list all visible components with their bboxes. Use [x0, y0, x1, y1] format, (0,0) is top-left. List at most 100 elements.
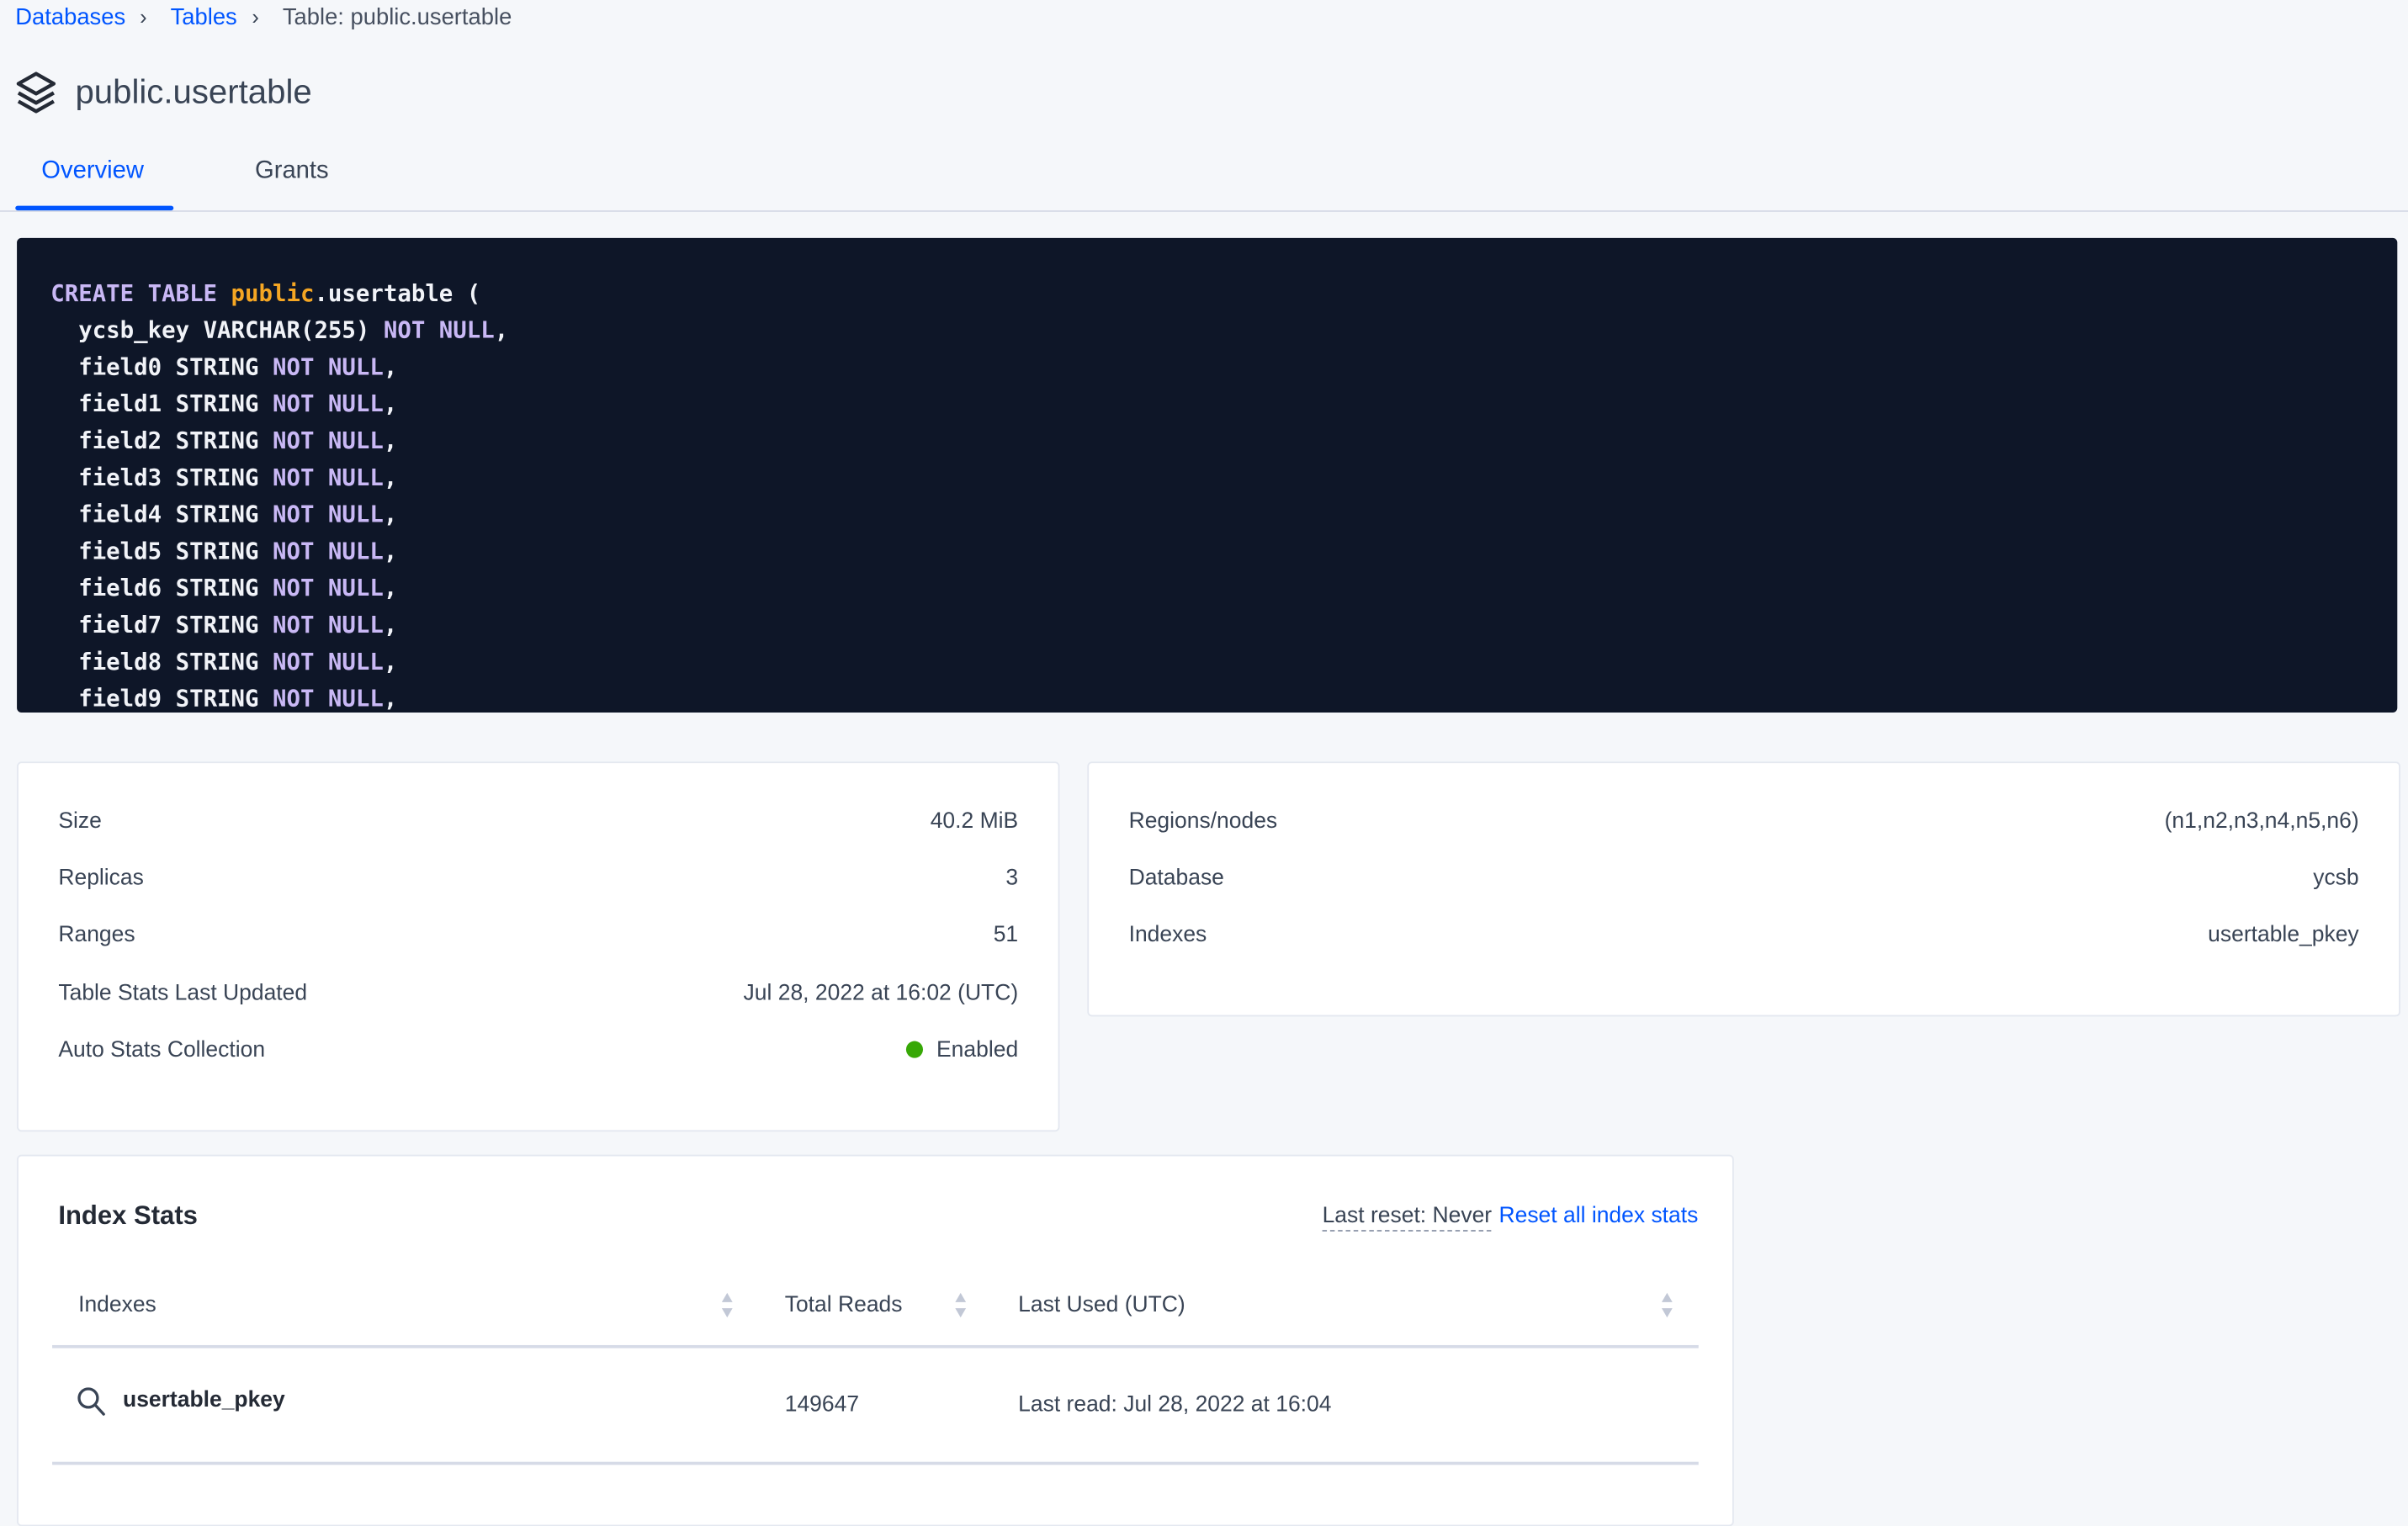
status-dot-icon	[905, 1041, 923, 1058]
summary-label: Replicas	[58, 866, 144, 891]
breadcrumb-databases[interactable]: Databases	[15, 4, 126, 31]
value-text: ycsb	[2313, 866, 2359, 891]
table-details-card: Regions/nodes (n1,n2,n3,n4,n5,n6) Database…	[1087, 761, 2400, 1017]
reset-all-index-stats-link[interactable]: Reset all index stats	[1498, 1204, 1699, 1229]
tab-overview[interactable]: Overview	[41, 158, 145, 185]
value-text: usertable_pkey	[2208, 923, 2359, 948]
sql-column-line: field0 STRING NOT NULL,	[78, 352, 398, 381]
summary-value: 51	[994, 923, 1018, 947]
breadcrumb-tables[interactable]: Tables	[170, 4, 237, 31]
column-type: STRING	[175, 611, 259, 639]
value-text: (n1,n2,n3,n4,n5,n6)	[2164, 808, 2359, 835]
tab-active-indicator	[15, 205, 174, 211]
column-type: STRING	[175, 648, 259, 676]
sql-table-name: .usertable (	[314, 279, 481, 308]
summary-label: Ranges	[58, 923, 135, 948]
summary-value: usertable_pkey	[2208, 923, 2359, 947]
sql-column-line: field2 STRING NOT NULL,	[78, 427, 398, 455]
column-constraint: NOT NULL	[272, 352, 384, 381]
column-type: STRING	[175, 574, 259, 602]
summary-label: Auto Stats Collection	[58, 1037, 266, 1063]
stack-layers-icon	[16, 72, 56, 114]
column-type: STRING	[175, 389, 259, 418]
column-constraint: NOT NULL	[272, 685, 384, 713]
value-text: Jul 28, 2022 at 16:02 (UTC)	[743, 981, 1019, 1006]
value-text: 40.2 MiB	[930, 808, 1019, 835]
column-name: field6	[78, 574, 162, 602]
search-icon	[77, 1387, 105, 1416]
sql-column-line: field9 STRING NOT NULL,	[78, 685, 398, 713]
sql-keyword: CREATE TABLE	[50, 279, 218, 308]
column-type: STRING	[175, 501, 259, 528]
sql-column-line: field3 STRING NOT NULL,	[78, 464, 398, 492]
column-type: VARCHAR(255)	[203, 316, 370, 344]
create-statement: CREATE TABLE public.usertable ( ycsb_key…	[50, 275, 508, 713]
column-constraint: NOT NULL	[272, 611, 384, 639]
column-constraint: NOT NULL	[272, 537, 384, 565]
column-name: field0	[78, 352, 162, 381]
column-header-total-reads[interactable]: Total Reads	[784, 1292, 903, 1318]
column-name: field5	[78, 537, 162, 565]
header-divider	[52, 1344, 1699, 1348]
value-text: 51	[993, 923, 1019, 948]
summary-value: Enabled	[905, 1037, 1019, 1063]
column-name: field1	[78, 389, 162, 418]
summary-value: 3	[1005, 866, 1018, 890]
column-constraint: NOT NULL	[272, 389, 384, 418]
summary-label: Database	[1128, 866, 1224, 891]
sort-icon[interactable]	[720, 1291, 734, 1319]
column-type: STRING	[175, 464, 259, 492]
tab-divider	[0, 210, 2408, 212]
sql-column-line: ycsb_key VARCHAR(255) NOT NULL,	[78, 316, 509, 344]
chevron-right-icon: ›	[140, 4, 147, 29]
summary-value: Jul 28, 2022 at 16:02 (UTC)	[744, 981, 1019, 1005]
sql-schema: public	[231, 279, 315, 308]
column-header-indexes[interactable]: Indexes	[78, 1292, 156, 1318]
index-stats-card: Index Stats Last reset: Never Reset all …	[17, 1154, 1734, 1526]
index-name-link[interactable]: usertable_pkey	[123, 1388, 285, 1413]
create-statement-code-block: CREATE TABLE public.usertable ( ycsb_key…	[17, 237, 2398, 713]
sql-column-line: field4 STRING NOT NULL,	[78, 501, 398, 528]
column-constraint: NOT NULL	[272, 648, 384, 676]
column-type: STRING	[175, 537, 259, 565]
summary-value: (n1,n2,n3,n4,n5,n6)	[2165, 809, 2359, 834]
value-text: Enabled	[936, 1037, 1019, 1063]
last-reset-label: Last reset: Never	[1322, 1204, 1493, 1232]
tab-grants[interactable]: Grants	[254, 158, 329, 185]
sql-column-line: field8 STRING NOT NULL,	[78, 648, 398, 676]
last-used-value: Last read: Jul 28, 2022 at 16:04	[1018, 1392, 1332, 1417]
sql-column-line: field1 STRING NOT NULL,	[78, 389, 398, 418]
column-name: field8	[78, 648, 162, 676]
column-type: STRING	[175, 352, 259, 381]
summary-value: 40.2 MiB	[931, 809, 1018, 834]
table-summary-card: Size 40.2 MiB Replicas 3 Ranges 51 Table Stats…	[17, 761, 1060, 1132]
summary-label: Indexes	[1128, 923, 1207, 948]
total-reads-value: 149647	[784, 1392, 860, 1417]
column-name: field4	[78, 501, 162, 528]
breadcrumb-current: Table: public.usertable	[282, 4, 512, 31]
sort-icon[interactable]	[954, 1291, 968, 1319]
column-constraint: NOT NULL	[383, 316, 495, 344]
summary-label: Size	[58, 808, 102, 835]
column-constraint: NOT NULL	[272, 427, 384, 455]
chevron-right-icon: ›	[252, 4, 259, 29]
page-title: public.usertable	[75, 72, 312, 111]
column-name: field3	[78, 464, 162, 492]
sql-column-line: field6 STRING NOT NULL,	[78, 574, 398, 602]
sql-column-line: field5 STRING NOT NULL,	[78, 537, 398, 565]
column-name: field7	[78, 611, 162, 639]
column-constraint: NOT NULL	[272, 501, 384, 528]
sql-column-line: field7 STRING NOT NULL,	[78, 611, 398, 639]
index-stats-title: Index Stats	[58, 1200, 198, 1231]
row-divider	[52, 1461, 1699, 1465]
value-text: 3	[1005, 866, 1019, 891]
column-header-last-used[interactable]: Last Used (UTC)	[1018, 1292, 1185, 1318]
column-name: field9	[78, 685, 162, 713]
summary-label: Regions/nodes	[1128, 808, 1278, 835]
column-type: STRING	[175, 427, 259, 455]
sort-icon[interactable]	[1660, 1291, 1673, 1319]
summary-label: Table Stats Last Updated	[58, 981, 308, 1006]
column-name: ycsb_key	[78, 316, 190, 344]
column-type: STRING	[175, 685, 259, 713]
column-name: field2	[78, 427, 162, 455]
